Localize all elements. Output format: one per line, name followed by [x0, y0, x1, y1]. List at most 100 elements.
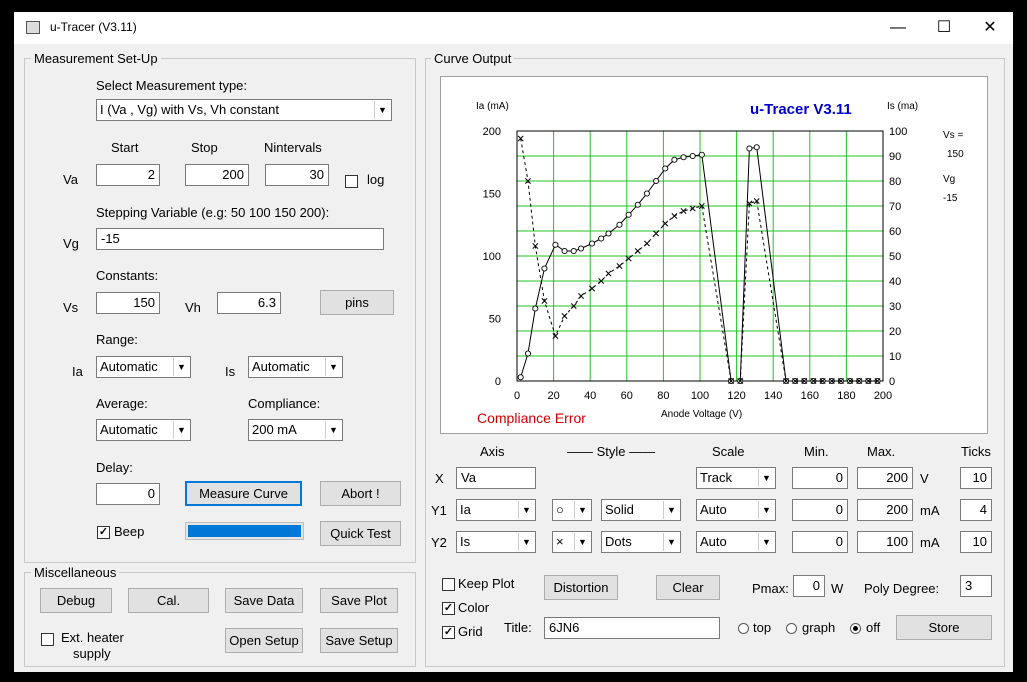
y2-scale-select[interactable]: Auto ▼	[696, 531, 776, 553]
y2-tick-label: 70	[889, 201, 901, 213]
vs-input[interactable]: 150	[96, 292, 160, 314]
ia-range-select[interactable]: Automatic ▼	[96, 356, 191, 378]
vs-label: Vs	[63, 300, 79, 315]
x-tick-label: 200	[874, 390, 892, 402]
chevron-down-icon: ▼	[574, 533, 590, 551]
compliance-label: Compliance:	[248, 396, 321, 411]
data-point-ia	[605, 230, 612, 237]
y1-marker-select[interactable]: ○ ▼	[552, 499, 592, 521]
pmax-input[interactable]: 0	[793, 575, 825, 597]
y1-line-style-select[interactable]: Solid ▼	[601, 499, 681, 521]
title-bar: u-Tracer (V3.11) — ☐ ✕	[14, 12, 1013, 44]
graph-radio[interactable]	[786, 623, 797, 634]
plot-title-input[interactable]: 6JN6	[544, 617, 720, 639]
x-tick-label: 80	[657, 390, 669, 402]
start-label: Start	[111, 140, 139, 155]
pmax-unit-label: W	[831, 581, 844, 596]
log-checkbox[interactable]	[345, 175, 358, 188]
y2-marker-select[interactable]: × ▼	[552, 531, 592, 553]
cal-button[interactable]: Cal.	[128, 588, 209, 613]
data-point-ia	[662, 165, 669, 172]
distortion-button[interactable]: Distortion	[544, 575, 618, 600]
x-ticks-input[interactable]: 10	[960, 467, 992, 489]
save-plot-button[interactable]: Save Plot	[320, 588, 398, 613]
data-point-is	[598, 278, 605, 284]
ext-heater-label-2: supply	[73, 646, 111, 661]
compliance-select[interactable]: 200 mA ▼	[248, 419, 343, 441]
miscellaneous-group: Miscellaneous Debug Cal. Save Data Save …	[24, 565, 416, 667]
data-point-is	[625, 255, 632, 262]
x-min-input[interactable]: 0	[792, 467, 848, 489]
color-checkbox[interactable]: ✓	[442, 602, 455, 615]
curve-output-legend: Curve Output	[431, 51, 515, 66]
is-range-select[interactable]: Automatic ▼	[248, 356, 343, 378]
ia-range-value: Automatic	[100, 359, 158, 374]
data-point-is	[737, 378, 744, 384]
miscellaneous-legend: Miscellaneous	[31, 565, 120, 580]
close-button[interactable]: ✕	[983, 19, 997, 36]
data-point-is	[801, 378, 808, 384]
minimize-button[interactable]: —	[890, 19, 906, 36]
pins-button[interactable]: pins	[320, 290, 394, 315]
data-point-is	[837, 378, 844, 384]
maximize-button[interactable]: ☐	[936, 19, 952, 36]
data-point-is	[698, 203, 705, 209]
y1-scale-select[interactable]: Auto ▼	[696, 499, 776, 521]
x-max-input[interactable]: 200	[857, 467, 913, 489]
poly-degree-input[interactable]: 3	[960, 575, 992, 597]
x-scale-select[interactable]: Track ▼	[696, 467, 776, 489]
y2-ticks-input[interactable]: 10	[960, 531, 992, 553]
store-button[interactable]: Store	[896, 615, 992, 640]
chart-title: u-Tracer V3.11	[750, 101, 852, 118]
va-nintervals-input[interactable]: 30	[265, 164, 329, 186]
measure-curve-button[interactable]: Measure Curve	[185, 481, 302, 506]
y1-min-input[interactable]: 0	[792, 499, 848, 521]
debug-button[interactable]: Debug	[40, 588, 112, 613]
average-select[interactable]: Automatic ▼	[96, 419, 191, 441]
va-stop-input[interactable]: 200	[185, 164, 249, 186]
y1-scale-value: Auto	[700, 502, 727, 517]
x-tick-label: 100	[691, 390, 709, 402]
data-point-is	[671, 213, 678, 219]
data-point-ia	[577, 245, 585, 252]
y2-max-input[interactable]: 100	[857, 531, 913, 553]
vg-annotation-value: -15	[943, 193, 958, 204]
abort-button[interactable]: Abort !	[320, 481, 401, 506]
data-point-ia	[680, 154, 687, 161]
data-point-is	[616, 263, 623, 269]
y2-variable-select[interactable]: Is ▼	[456, 531, 536, 553]
ext-heater-checkbox[interactable]	[41, 633, 54, 646]
is-label: Is	[225, 364, 236, 379]
beep-checkbox[interactable]: ✓	[97, 526, 110, 539]
series-line-is	[520, 138, 878, 382]
quick-test-button[interactable]: Quick Test	[320, 521, 401, 546]
x-marker-icon: ×	[556, 534, 564, 549]
x-tick-label: 60	[621, 390, 633, 402]
y2-tick-label: 90	[889, 151, 901, 163]
x-tick-label: 0	[514, 390, 520, 402]
stepping-label: Stepping Variable (e.g: 50 100 150 200):	[96, 205, 330, 220]
measurement-type-select[interactable]: I (Va , Vg) with Vs, Vh constant ▼	[96, 99, 392, 121]
vh-input[interactable]: 6.3	[217, 292, 281, 314]
top-radio[interactable]	[738, 623, 749, 634]
y1-ticks-input[interactable]: 4	[960, 499, 992, 521]
open-setup-button[interactable]: Open Setup	[225, 628, 303, 653]
grid-checkbox[interactable]: ✓	[442, 626, 455, 639]
x-variable-input[interactable]: Va	[456, 467, 536, 489]
progress-bar	[185, 522, 304, 540]
delay-input[interactable]: 0	[96, 483, 160, 505]
off-radio[interactable]	[850, 623, 861, 634]
vg-stepping-input[interactable]: -15	[96, 228, 384, 250]
clear-button[interactable]: Clear	[656, 575, 720, 600]
save-setup-button[interactable]: Save Setup	[320, 628, 398, 653]
y2-min-input[interactable]: 0	[792, 531, 848, 553]
y1-variable-select[interactable]: Ia ▼	[456, 499, 536, 521]
keep-plot-checkbox[interactable]	[442, 578, 455, 591]
circle-marker-icon: ○	[556, 502, 564, 517]
range-label: Range:	[96, 332, 138, 347]
data-point-ia	[671, 156, 678, 163]
y1-max-input[interactable]: 200	[857, 499, 913, 521]
va-start-input[interactable]: 2	[96, 164, 160, 186]
y2-line-style-select[interactable]: Dots ▼	[601, 531, 681, 553]
save-data-button[interactable]: Save Data	[225, 588, 303, 613]
